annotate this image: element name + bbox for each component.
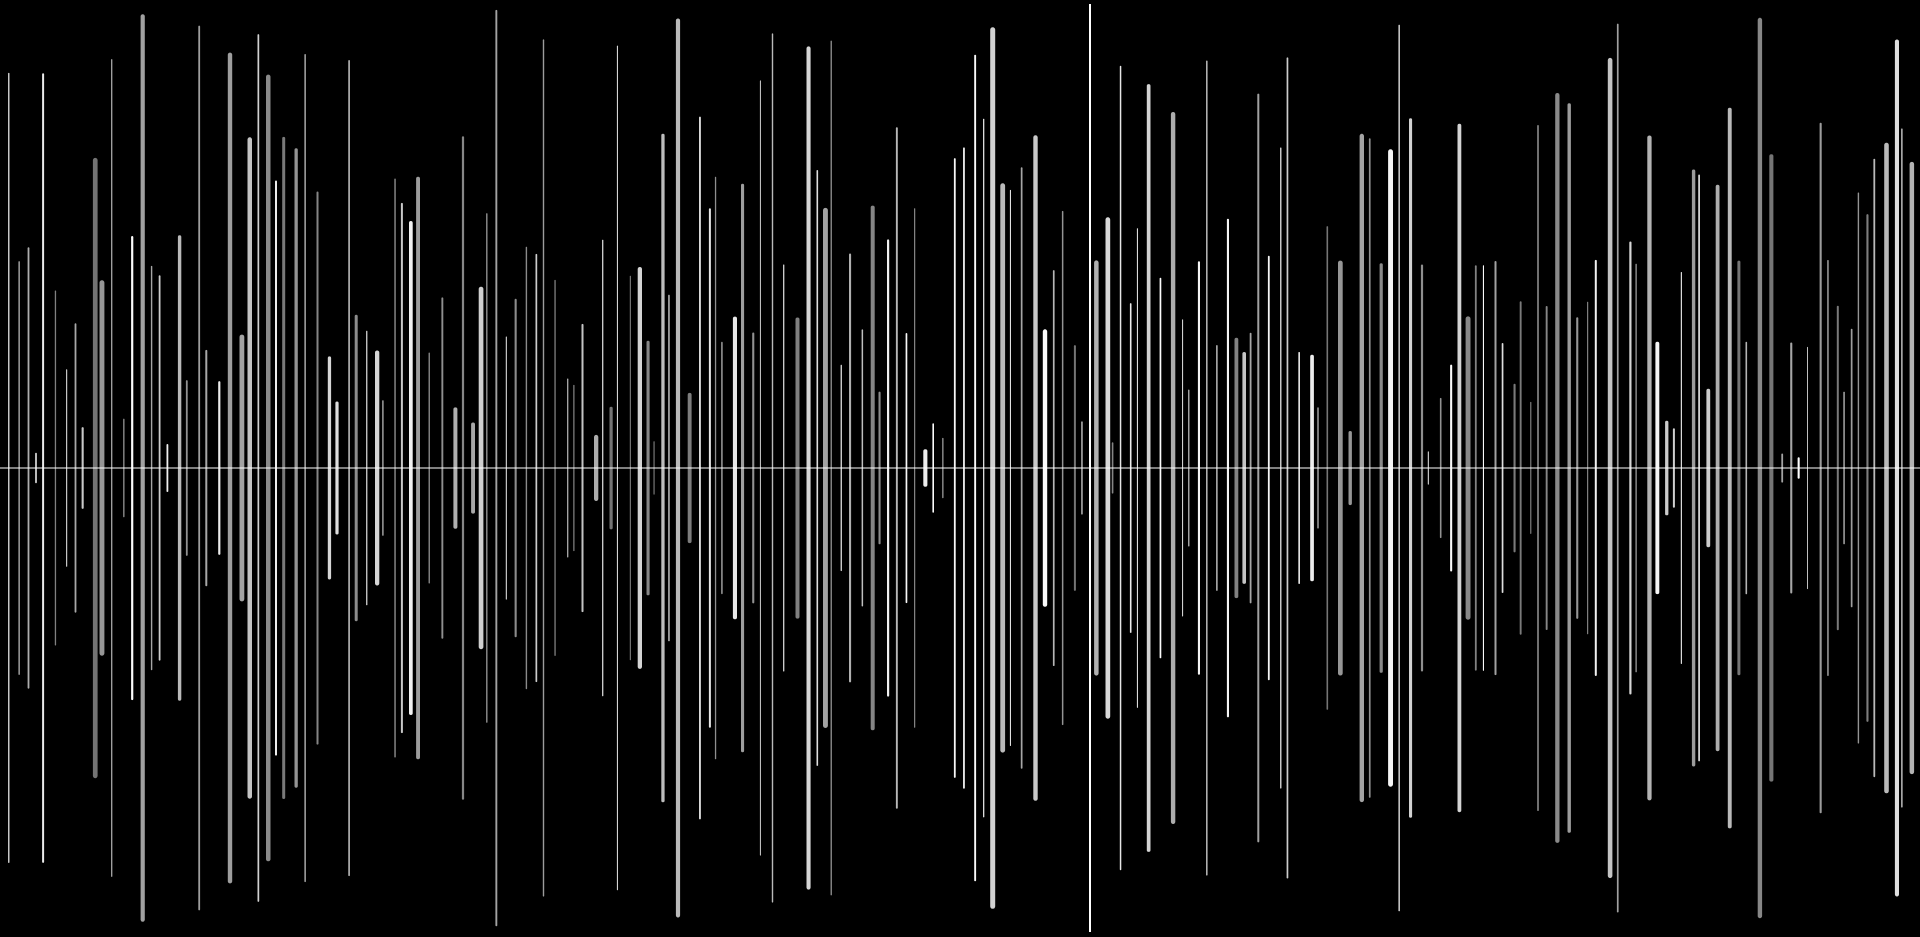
page: (() => { const data = JSON.parse(documen…: [0, 4, 1920, 932]
waveform: [0, 4, 1920, 932]
